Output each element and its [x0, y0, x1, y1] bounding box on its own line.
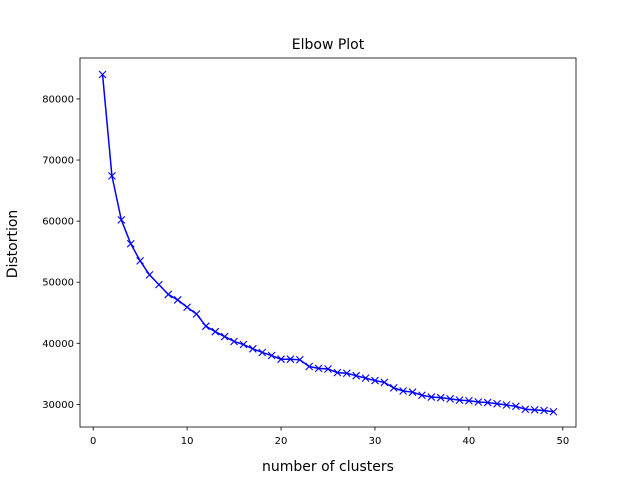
data-point-marker: [502, 401, 511, 409]
data-point-marker: [446, 395, 455, 403]
data-point-marker: [220, 332, 229, 341]
y-tick-label: 50000: [42, 278, 74, 289]
x-tick-label: 20: [275, 436, 288, 447]
data-point-marker: [436, 393, 445, 402]
x-tick-label: 40: [463, 436, 476, 447]
data-point-marker: [342, 369, 351, 378]
data-point-marker: [192, 310, 201, 318]
data-point-marker: [465, 396, 473, 405]
data-point-marker: [408, 388, 417, 397]
data-point-marker: [540, 406, 548, 415]
x-tick-label: 0: [90, 436, 96, 447]
data-point-marker: [530, 406, 539, 414]
data-point-marker: [286, 355, 295, 364]
data-point-marker: [305, 362, 314, 371]
data-point-marker: [324, 365, 332, 373]
y-tick-label: 60000: [42, 217, 74, 228]
data-point-marker: [521, 405, 530, 414]
data-point-marker: [295, 355, 304, 364]
data-point-marker: [389, 384, 398, 392]
data-point-marker: [136, 256, 145, 265]
data-point-marker: [173, 296, 182, 304]
data-point-marker: [314, 364, 323, 373]
data-point-marker: [493, 399, 501, 408]
data-point-marker: [164, 290, 173, 299]
x-tick-label: 10: [181, 436, 194, 447]
data-point-marker: [371, 376, 379, 385]
data-point-marker: [108, 172, 116, 180]
data-point-marker: [183, 303, 191, 312]
x-tick-label: 30: [369, 436, 382, 447]
data-point-marker: [418, 391, 426, 400]
data-point-marker: [248, 344, 257, 353]
data-point-marker: [230, 337, 238, 346]
data-point-marker: [380, 378, 389, 387]
chart-title: Elbow Plot: [292, 37, 365, 53]
data-point-marker: [155, 280, 163, 289]
data-point-marker: [352, 371, 361, 380]
data-point-marker: [258, 348, 267, 357]
data-point-marker: [549, 407, 558, 416]
x-tick-label: 50: [556, 436, 569, 447]
data-point-marker: [361, 374, 370, 383]
y-tick-label: 30000: [42, 400, 74, 411]
x-axis-label: number of clusters: [262, 459, 394, 475]
data-point-marker: [483, 398, 492, 407]
y-tick-label: 70000: [42, 156, 74, 167]
data-point-marker: [239, 340, 248, 349]
data-point-marker: [333, 368, 342, 377]
data-point-marker: [511, 402, 520, 411]
data-point-marker: [267, 351, 276, 360]
data-point-marker: [145, 270, 154, 279]
y-axis-label: Distortion: [5, 210, 21, 279]
axes-frame: [79, 57, 577, 428]
y-tick-label: 80000: [42, 94, 74, 105]
data-point-marker: [277, 355, 285, 364]
data-point-marker: [98, 70, 107, 79]
data-point-marker: [211, 327, 220, 336]
data-point-marker: [399, 387, 408, 395]
data-point-marker: [117, 216, 126, 224]
y-tick-label: 40000: [42, 339, 74, 350]
data-point-marker: [455, 396, 464, 405]
data-point-marker: [427, 393, 436, 401]
plot-area: 0 10 20 30 40 50 30000 40000 50000 60000 70000 8000…: [42, 57, 577, 447]
data-point-marker: [201, 322, 210, 331]
data-point-marker: [126, 239, 135, 248]
data-point-marker: [474, 398, 483, 406]
